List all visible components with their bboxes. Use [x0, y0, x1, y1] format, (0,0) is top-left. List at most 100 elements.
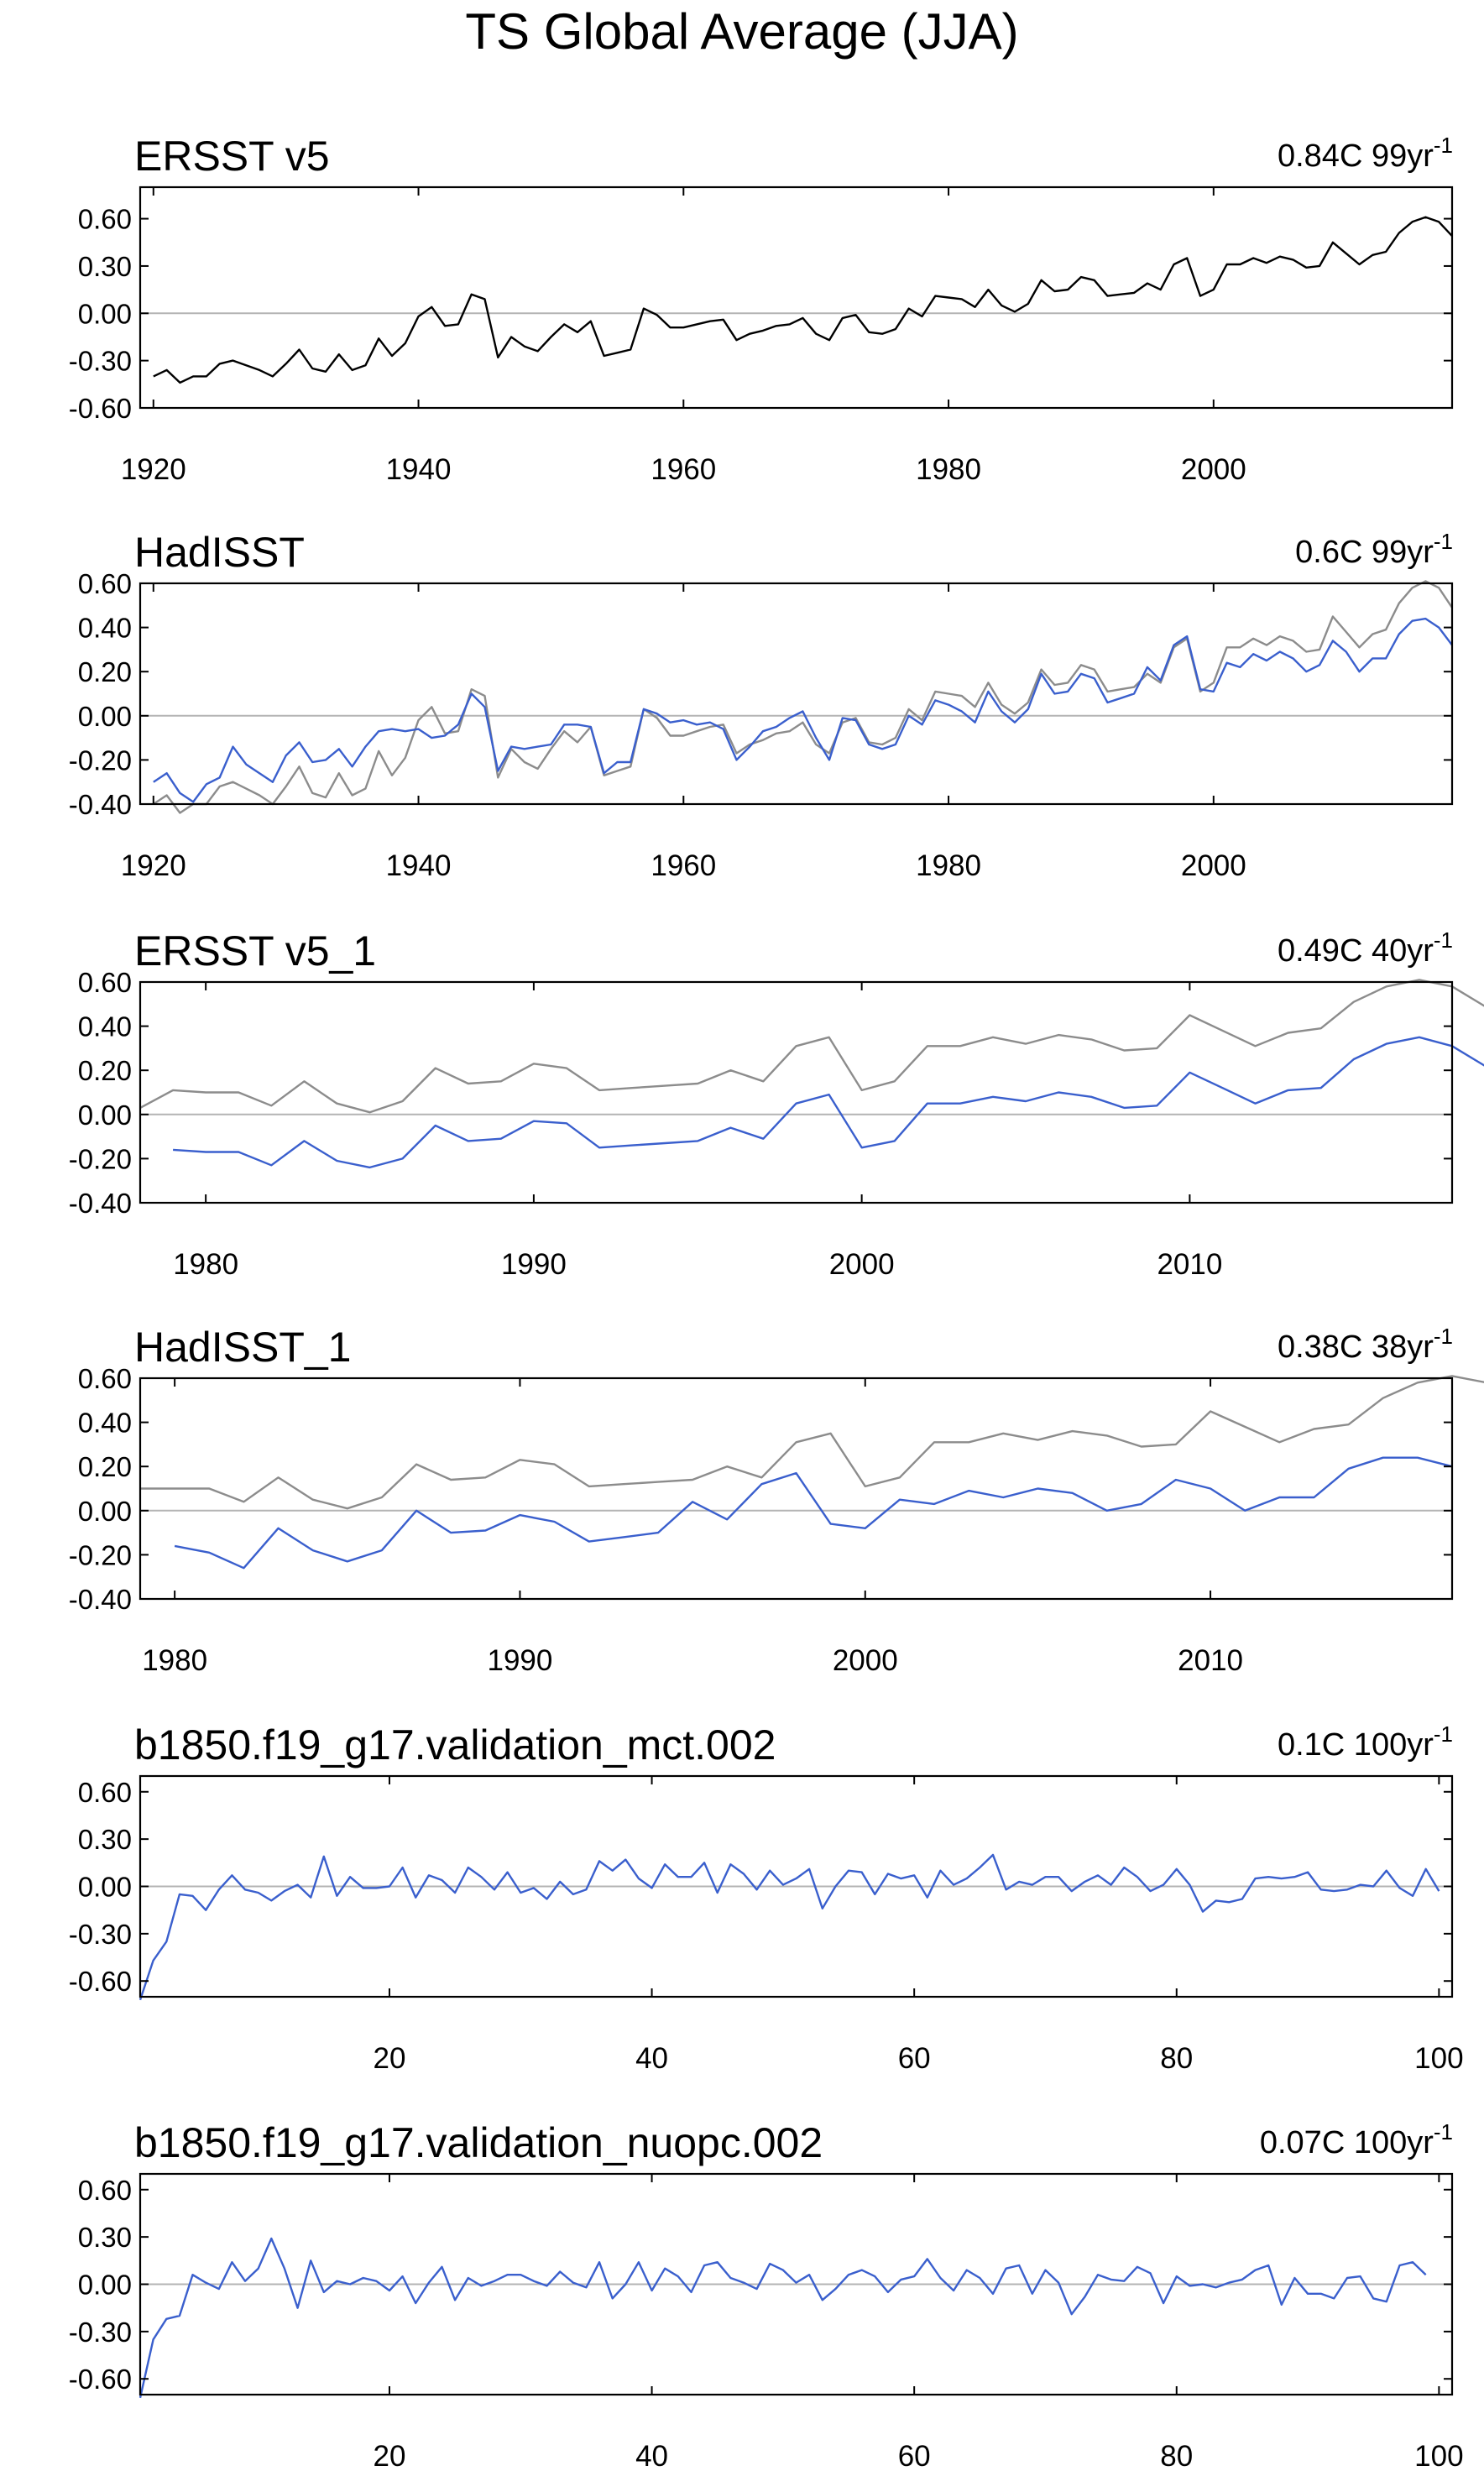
series-line-blue [173, 1036, 1484, 1169]
plot-frame [138, 980, 1454, 1204]
y-tick-label: -0.20 [69, 744, 132, 776]
x-tick-label: 2010 [1157, 1248, 1222, 1281]
series-line-gray [153, 580, 1453, 814]
panel-1: ERSST v5 0.84C 99yr-1 0.60 0.30 0.00 -0.30 -0.… [69, 133, 1454, 486]
y-tick-label: -0.30 [69, 1919, 132, 1950]
x-tick-label: 1990 [501, 1248, 567, 1281]
panel-title: ERSST v5_1 [134, 927, 376, 974]
panel-4: HadISST_1 0.38C 38yr-1 0.60 0.40 0.20 0.00 -0.… [69, 1324, 1484, 1677]
x-tick-label: 20 [374, 2440, 406, 2471]
trend-value: 0.1C 100yr [1278, 1727, 1434, 1763]
x-tick-label: 60 [898, 2042, 931, 2075]
y-tick-label: 0.00 [78, 1100, 132, 1131]
trend-label: 0.6C 99yr-1 [1295, 529, 1453, 570]
y-tick-label: 0.30 [78, 251, 132, 282]
x-tick-label: 100 [1414, 2440, 1463, 2471]
trend-exponent: -1 [1434, 1721, 1453, 1747]
series-line-blue [153, 617, 1453, 803]
y-tick-label: 0.20 [78, 656, 132, 687]
trend-value: 0.84C 99yr [1278, 138, 1434, 174]
y-tick-label: 0.40 [78, 1011, 132, 1042]
trend-value: 0.49C 40yr [1278, 933, 1434, 969]
x-tick-label: 2000 [1181, 453, 1246, 486]
y-tick-label: 0.00 [78, 1496, 132, 1527]
x-tick-label: 2000 [829, 1248, 895, 1281]
panel-title: ERSST v5 [134, 133, 330, 180]
x-tick-label: 1980 [916, 453, 981, 486]
x-tick-label: 80 [1160, 2440, 1193, 2471]
y-tick-label: 0.00 [78, 298, 132, 329]
x-tick-label: 40 [635, 2440, 668, 2471]
y-tick-label: 0.40 [78, 1408, 132, 1439]
x-tick-label: 1940 [386, 849, 452, 882]
trend-label: 0.38C 38yr-1 [1278, 1324, 1453, 1365]
y-tick-label: 0.60 [78, 1363, 132, 1394]
y-tick-label: 0.20 [78, 1055, 132, 1086]
y-tick-label: 0.30 [78, 2222, 132, 2253]
x-tick-label: 2000 [833, 1644, 898, 1677]
trend-exponent: -1 [1434, 133, 1453, 158]
x-tick-label: 1980 [142, 1644, 207, 1677]
y-tick-label: -0.30 [69, 346, 132, 377]
x-tick-label: 1940 [386, 453, 452, 486]
trend-label: 0.1C 100yr-1 [1278, 1721, 1453, 1763]
y-tick-label: 0.60 [78, 967, 132, 998]
trend-value: 0.07C 100yr [1260, 2125, 1434, 2160]
panel-title: b1850.f19_g17.validation_mct.002 [134, 1721, 776, 1768]
y-tick-label: 0.00 [78, 1872, 132, 1903]
x-tick-label: 1960 [651, 453, 716, 486]
y-tick-label: -0.40 [69, 789, 132, 820]
y-tick-label: 0.60 [78, 1777, 132, 1808]
y-tick-label: 0.30 [78, 1824, 132, 1855]
trend-value: 0.6C 99yr [1295, 535, 1434, 570]
x-tick-label: 60 [898, 2440, 931, 2471]
y-tick-label: 0.20 [78, 1451, 132, 1482]
y-tick-label: -0.20 [69, 1143, 132, 1174]
x-tick-label: 100 [1414, 2042, 1463, 2075]
series-line-blue [138, 2237, 1427, 2399]
y-tick-label: 0.40 [78, 613, 132, 644]
y-tick-label: -0.60 [69, 2364, 132, 2395]
x-tick-label: 1980 [173, 1248, 238, 1281]
x-tick-label: 1920 [121, 849, 186, 882]
y-tick-label: -0.60 [69, 393, 132, 424]
panel-2: HadISST 0.6C 99yr-1 0.60 0.40 0.20 0.00 -0.20 -… [69, 529, 1454, 882]
x-tick-label: 40 [635, 2042, 668, 2075]
x-tick-label: 1960 [651, 849, 716, 882]
x-tick-label: 20 [374, 2042, 406, 2075]
figure-title: TS Global Average (JJA) [465, 3, 1018, 60]
y-tick-label: 0.60 [78, 568, 132, 599]
series-line-blue [174, 1456, 1453, 1570]
panel-title: b1850.f19_g17.validation_nuopc.002 [134, 2119, 823, 2166]
y-tick-label: 0.00 [78, 2270, 132, 2301]
y-tick-label: -0.20 [69, 1539, 132, 1570]
y-tick-label: -0.60 [69, 1966, 132, 1997]
x-tick-label: 1980 [916, 849, 981, 882]
plot-frame [138, 1377, 1454, 1601]
panels: ERSST v5 0.84C 99yr-10.600.300.00-0.30-0.… [69, 133, 1484, 2471]
panel-title: HadISST [134, 529, 305, 576]
trend-label: 0.49C 40yr-1 [1278, 927, 1453, 969]
x-tick-label: 1990 [488, 1644, 553, 1677]
y-tick-label: 0.00 [78, 701, 132, 732]
x-tick-label: 1920 [121, 453, 186, 486]
series-line-gray [139, 979, 1484, 1114]
trend-label: 0.07C 100yr-1 [1260, 2119, 1453, 2160]
series-line-gray [140, 1375, 1484, 1510]
y-tick-label: 0.60 [78, 2175, 132, 2206]
x-tick-label: 2000 [1181, 849, 1246, 882]
trend-exponent: -1 [1434, 1324, 1453, 1349]
panel-6: b1850.f19_g17.validation_nuopc.002 0.07C … [69, 2119, 1464, 2471]
trend-label: 0.84C 99yr-1 [1278, 133, 1453, 174]
plot-frame [138, 582, 1454, 806]
series-line-black [153, 216, 1453, 384]
y-tick-label: 0.60 [78, 204, 132, 235]
plot-frame [138, 185, 1454, 410]
panel-5: b1850.f19_g17.validation_mct.002 0.1C 100… [69, 1721, 1464, 2075]
y-tick-label: -0.30 [69, 2317, 132, 2348]
trend-value: 0.38C 38yr [1278, 1330, 1434, 1365]
y-tick-label: -0.40 [69, 1584, 132, 1615]
x-tick-label: 80 [1160, 2042, 1193, 2075]
trend-exponent: -1 [1434, 927, 1453, 953]
trend-exponent: -1 [1434, 529, 1453, 554]
